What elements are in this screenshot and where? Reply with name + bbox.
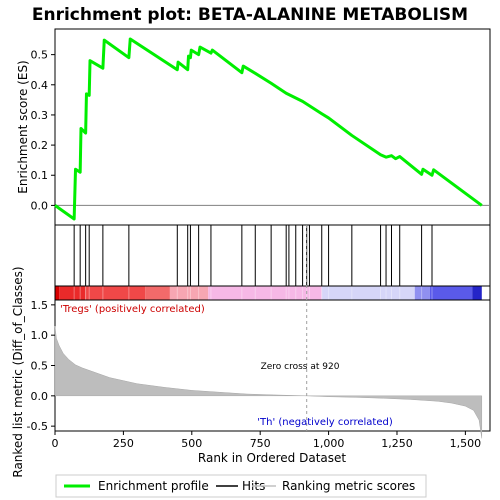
hits-panel-frame (54, 224, 491, 287)
legend-frame (55, 474, 427, 498)
top-y-axis-label: Enrichment score (ES) (16, 60, 30, 193)
bottom-y-tick-label: 1.0 (31, 329, 49, 342)
x-axis-ticks: 0 250 500 750 1,000 1,250 1,500 (52, 431, 482, 450)
hits-panel (54, 224, 491, 287)
top-y-axis-ticks: 0.0 0.1 0.2 0.3 0.4 0.5 (31, 49, 55, 212)
rank-bar-segment (208, 286, 322, 300)
x-tick-label: 1,000 (313, 437, 345, 450)
chart-title: Enrichment plot: BETA-ALANINE METABOLISM (32, 5, 468, 25)
x-axis-label: Rank in Ordered Dataset (198, 451, 346, 465)
top-y-tick-label: 0.4 (31, 79, 49, 92)
top-y-tick-label: 0.0 (31, 199, 49, 212)
top-y-tick-label: 0.5 (31, 49, 49, 62)
x-tick-label: 250 (113, 437, 134, 450)
rank-bar-segment (472, 286, 482, 300)
legend-enrichment-label: Enrichment profile (98, 479, 209, 493)
rank-bar-segment (55, 286, 60, 300)
rank-bar-segment (85, 286, 146, 300)
top-y-tick-label: 0.3 (31, 109, 49, 122)
legend-metric-label: Ranking metric scores (282, 479, 415, 493)
rank-bar-segment (429, 286, 473, 300)
negative-class-label: 'Th' (negatively correlated) (257, 417, 393, 428)
bottom-y-tick-label: 0.0 (31, 390, 49, 403)
positive-class-label: 'Tregs' (positively correlated) (60, 304, 205, 315)
bottom-y-tick-label: 0.5 (31, 360, 49, 373)
bottom-y-axis-label: Ranked list metric (Diff_of_Classes) (11, 266, 25, 477)
enrichment-profile-line (54, 37, 483, 221)
hit-markers (73, 225, 433, 286)
top-y-tick-label: 0.1 (31, 169, 49, 182)
rank-bar-segment (59, 286, 86, 300)
bottom-y-tick-label: 1.5 (31, 299, 49, 312)
rank-color-bar (55, 286, 482, 300)
enrichment-score-panel: 0.0 0.1 0.2 0.3 0.4 0.5 Enrichment score (ES) (16, 28, 491, 226)
x-tick-label: 500 (181, 437, 202, 450)
ranking-metric-area (54, 326, 483, 439)
top-y-tick-label: 0.2 (31, 139, 49, 152)
rank-bar-segment (145, 286, 170, 300)
x-tick-label: 1,250 (381, 437, 413, 450)
rank-bar-segment (321, 286, 415, 300)
top-panel-frame (54, 28, 491, 226)
x-tick-label: 0 (52, 437, 59, 450)
x-tick-label: 750 (250, 437, 271, 450)
rank-bar-segment (169, 286, 209, 300)
chart-legend: Enrichment profile Hits Ranking metric s… (55, 474, 427, 498)
ranked-metric-panel: -0.5 0.0 0.5 1.0 1.5 0 250 500 750 1,000 1,250 1,5… (11, 225, 491, 478)
rank-bar-segment (414, 286, 430, 300)
bottom-y-axis-ticks: -0.5 0.0 0.5 1.0 1.5 (27, 299, 55, 433)
x-tick-label: 1,500 (450, 437, 482, 450)
bottom-y-tick-label: -0.5 (27, 420, 48, 433)
zero-cross-label: Zero cross at 920 (261, 362, 340, 372)
